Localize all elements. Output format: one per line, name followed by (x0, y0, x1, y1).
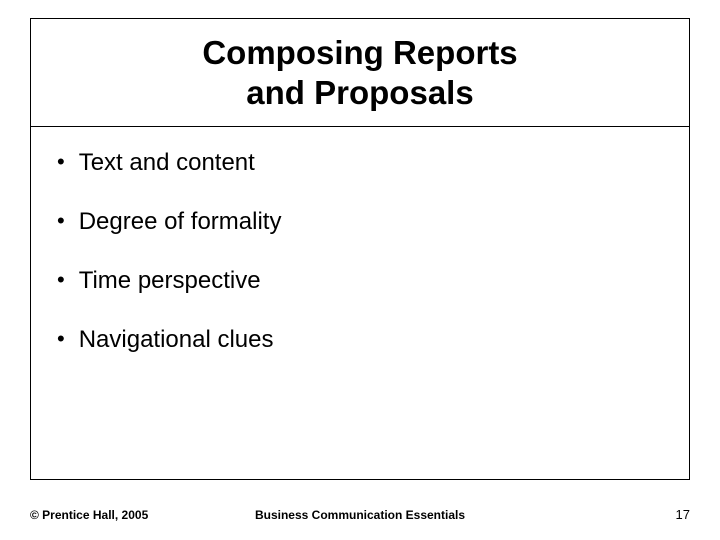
footer-page-number: 17 (676, 507, 690, 522)
bullet-text: Text and content (79, 149, 255, 178)
title-box: Composing Reports and Proposals (31, 19, 689, 127)
footer-center-text: Business Communication Essentials (255, 508, 465, 522)
title-line-1: Composing Reports (202, 34, 517, 71)
bullet-item: • Degree of formality (57, 208, 663, 237)
bullet-item: • Time perspective (57, 267, 663, 296)
bullet-item: • Navigational clues (57, 326, 663, 355)
bullet-dot-icon: • (57, 267, 65, 293)
slide-content: • Text and content • Degree of formality… (31, 127, 689, 394)
bullet-text: Degree of formality (79, 208, 282, 237)
slide-title: Composing Reports and Proposals (41, 33, 679, 112)
bullet-dot-icon: • (57, 326, 65, 352)
slide-footer: © Prentice Hall, 2005 Business Communica… (30, 507, 690, 522)
slide-frame: Composing Reports and Proposals • Text a… (30, 18, 690, 480)
bullet-text: Time perspective (79, 267, 261, 296)
title-line-2: and Proposals (246, 74, 473, 111)
bullet-dot-icon: • (57, 208, 65, 234)
bullet-item: • Text and content (57, 149, 663, 178)
bullet-text: Navigational clues (79, 326, 274, 355)
bullet-dot-icon: • (57, 149, 65, 175)
footer-copyright: © Prentice Hall, 2005 (30, 508, 148, 522)
